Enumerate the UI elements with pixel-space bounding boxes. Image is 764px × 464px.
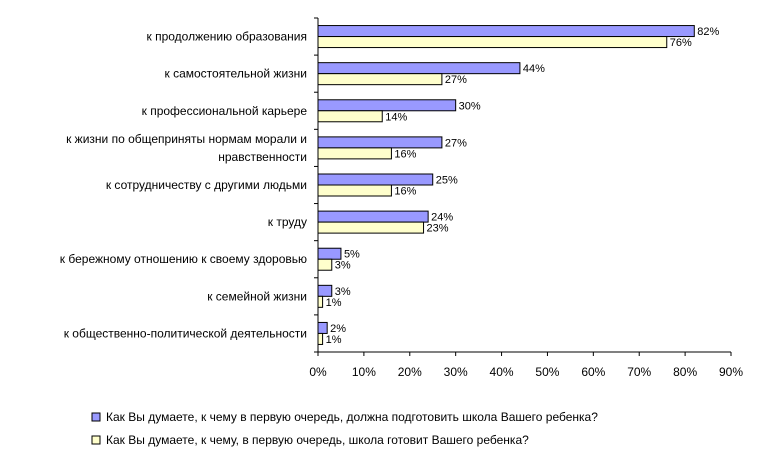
category-label: к труду [268, 215, 307, 229]
category-label: к самостоятельной жизни [164, 67, 307, 81]
legend: Как Вы думаете, к чему в первую очередь,… [91, 410, 598, 447]
bar-series-2 [317, 110, 383, 123]
data-label-series-2: 1% [326, 297, 342, 309]
bar-series-1 [317, 284, 333, 297]
x-tick-label: 30% [444, 365, 468, 379]
legend-swatch-2 [91, 435, 101, 445]
data-label-series-1: 5% [344, 249, 360, 261]
x-tick-label: 80% [673, 365, 697, 379]
legend-swatch-1 [91, 412, 101, 422]
data-label-series-2: 1% [326, 334, 342, 346]
plot-area: к продолжению образования к самостоятельн… [60, 17, 743, 379]
x-tick-label: 0% [309, 365, 327, 379]
bar-series-2 [317, 295, 324, 308]
bar-series-1 [317, 62, 521, 75]
bar-series-2 [317, 147, 392, 160]
category-label: к семейной жизни [207, 289, 307, 303]
category-label: к общественно-политической деятельности [64, 326, 307, 340]
bar-series-2 [317, 258, 333, 271]
bar-series-2 [317, 36, 668, 49]
data-label-series-2: 16% [394, 186, 416, 198]
bar-series-1 [317, 321, 328, 334]
bar-series-1 [317, 25, 695, 38]
x-tick-label: 40% [490, 365, 514, 379]
bar-series-2 [317, 332, 324, 345]
data-label-series-2: 3% [335, 260, 351, 272]
x-tick-label: 70% [627, 365, 651, 379]
category-label: к бережному отношению к своему здоровью [60, 252, 307, 266]
category-label: к сотрудничеству с другими людьми [106, 178, 307, 192]
x-tick-label: 50% [535, 365, 559, 379]
data-label-series-1: 2% [330, 323, 346, 335]
data-label-series-1: 27% [445, 137, 467, 149]
bar-series-1 [317, 247, 342, 260]
x-tick-label: 10% [352, 365, 376, 379]
data-label-series-2: 27% [445, 74, 467, 86]
category-label: к продолжению образования [147, 30, 308, 44]
data-label-series-2: 14% [385, 111, 407, 123]
category-label: нравственности [218, 150, 307, 164]
bar-series-2 [317, 73, 443, 86]
x-tick-label: 90% [719, 365, 743, 379]
data-label-series-1: 44% [523, 63, 545, 75]
data-label-series-1: 82% [697, 26, 719, 38]
bar-series-2 [317, 221, 425, 234]
data-label-series-2: 16% [394, 148, 416, 160]
bar-series-1 [317, 136, 443, 149]
category-label: к профессиональной карьере [142, 104, 308, 118]
bar-series-1 [317, 99, 457, 112]
x-tick-label: 20% [398, 365, 422, 379]
data-label-series-1: 24% [431, 212, 453, 224]
category-label: к жизни по общеприняты нормам морали и [66, 132, 307, 146]
data-label-series-2: 76% [670, 37, 692, 49]
data-label-series-2: 23% [427, 223, 449, 235]
bar-series-2 [317, 184, 392, 197]
bar-series-1 [317, 173, 434, 186]
bar-series-1 [317, 210, 429, 223]
data-label-series-1: 25% [436, 175, 458, 187]
data-label-series-1: 30% [459, 100, 481, 112]
legend-label-2: Как Вы думаете, к чему, в первую очередь… [106, 433, 529, 447]
data-label-series-1: 3% [335, 286, 351, 298]
x-tick-label: 60% [581, 365, 605, 379]
legend-label-1: Как Вы думаете, к чему в первую очередь,… [106, 410, 598, 424]
